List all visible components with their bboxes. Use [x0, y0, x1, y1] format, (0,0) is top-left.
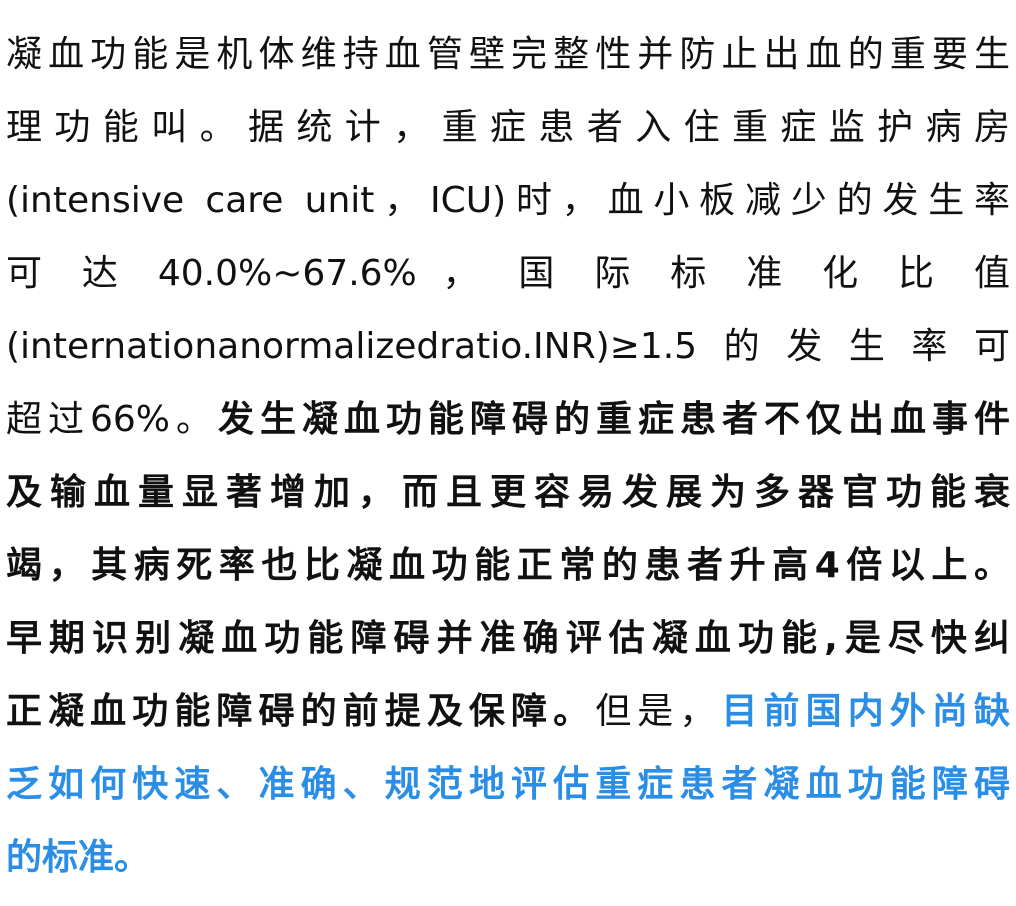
text-segment: 但是，	[595, 691, 722, 732]
text-line: 凝血功能是机体维持血管壁完整性并防止出血的重要生	[6, 18, 1010, 91]
text-segment: 超过66%。	[6, 399, 219, 440]
text-line: 正凝血功能障碍的前提及保障。但是，目前国内外尚缺	[6, 675, 1010, 748]
text-line: 超过66%。发生凝血功能障碍的重症患者不仅出血事件	[6, 383, 1010, 456]
highlight-text-segment: 的标准。	[6, 837, 151, 878]
bold-text-segment: 早期识别凝血功能障碍并准确评估凝血功能,是尽快纠	[6, 618, 1010, 659]
text-line: 理功能叫。据统计，重症患者入住重症监护病房	[6, 91, 1010, 164]
text-segment: 理功能叫。据统计，重症患者入住重症监护病房	[6, 107, 1010, 148]
bold-text-segment: 竭，其病死率也比凝血功能正常的患者升高4倍以上。	[6, 545, 1010, 586]
highlight-text-segment: 乏如何快速、准确、规范地评估重症患者凝血功能障碍	[6, 764, 1010, 805]
text-segment: (internationanormalizedratio.INR)≥1.5的发生…	[6, 326, 1010, 367]
text-segment: 可 达 40.0%~67.6% ， 国 际 标 准 化 比 值	[6, 253, 1010, 294]
text-line: 及输血量显著增加，而且更容易发展为多器官功能衰	[6, 456, 1010, 529]
text-segment: 凝血功能是机体维持血管壁完整性并防止出血的重要生	[6, 34, 1010, 75]
bold-text-segment: 发生凝血功能障碍的重症患者不仅出血事件	[218, 399, 1010, 440]
text-line: (internationanormalizedratio.INR)≥1.5的发生…	[6, 310, 1010, 383]
highlight-text-segment: 目前国内外尚缺	[721, 691, 1010, 732]
bold-text-segment: 及输血量显著增加，而且更容易发展为多器官功能衰	[6, 472, 1010, 513]
text-line: 早期识别凝血功能障碍并准确评估凝血功能,是尽快纠	[6, 602, 1010, 675]
text-segment: (intensive care unit，ICU)时，血小板减少的发生率	[6, 180, 1010, 221]
text-line: 可 达 40.0%~67.6% ， 国 际 标 准 化 比 值	[6, 237, 1010, 310]
text-line: 竭，其病死率也比凝血功能正常的患者升高4倍以上。	[6, 529, 1010, 602]
text-line: 的标准。	[6, 821, 1010, 894]
text-line: 乏如何快速、准确、规范地评估重症患者凝血功能障碍	[6, 748, 1010, 821]
bold-text-segment: 正凝血功能障碍的前提及保障。	[6, 691, 596, 732]
text-line: (intensive care unit，ICU)时，血小板减少的发生率	[6, 164, 1010, 237]
